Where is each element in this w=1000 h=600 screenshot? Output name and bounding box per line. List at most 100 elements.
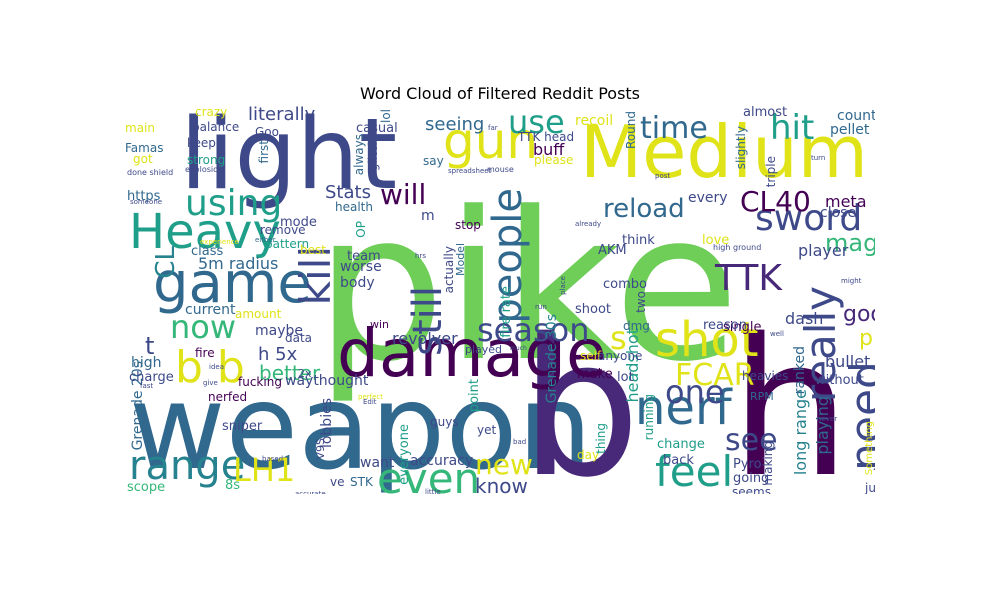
cloud-word: think bbox=[622, 233, 655, 248]
cloud-word: place bbox=[559, 276, 567, 295]
cloud-word: lol bbox=[379, 109, 393, 124]
cloud-word: mag bbox=[825, 229, 875, 257]
cloud-word: turn bbox=[811, 154, 826, 162]
cloud-word: meta bbox=[825, 192, 867, 211]
cloud-word: got bbox=[133, 152, 153, 166]
cloud-word: reload bbox=[603, 194, 685, 224]
cloud-word: combo bbox=[603, 277, 647, 292]
cloud-word: Famas bbox=[125, 141, 164, 155]
cloud-word: Stats bbox=[325, 182, 371, 203]
cloud-word: based bbox=[262, 455, 284, 463]
cloud-word: much bbox=[510, 345, 527, 352]
cloud-word: literally bbox=[248, 106, 316, 125]
cloud-word: FCAR bbox=[675, 358, 755, 393]
cloud-word: self bbox=[580, 349, 602, 363]
cloud-word: b b bbox=[175, 342, 245, 393]
cloud-word: play bbox=[859, 326, 875, 351]
cloud-word: crazy bbox=[195, 106, 228, 119]
cloud-word: TTK bbox=[715, 258, 782, 299]
cloud-word: sniper bbox=[222, 419, 263, 434]
cloud-word: someone bbox=[130, 198, 163, 206]
cloud-word: shot bbox=[655, 312, 759, 368]
cloud-word: casual bbox=[356, 121, 398, 136]
cloud-word: health bbox=[335, 200, 373, 214]
cloud-word: might bbox=[841, 277, 862, 285]
cloud-word: Goo bbox=[255, 125, 279, 139]
cloud-word: well bbox=[770, 330, 784, 338]
cloud-word: back bbox=[663, 453, 694, 468]
cloud-word: damage bbox=[337, 315, 607, 392]
cloud-word: CL40 bbox=[740, 185, 811, 218]
cloud-word: now bbox=[170, 308, 237, 346]
cloud-word: t bbox=[145, 332, 155, 360]
cloud-word: buff bbox=[533, 140, 565, 159]
cloud-word: even bbox=[377, 454, 481, 495]
cloud-word: accurate bbox=[295, 490, 326, 495]
cloud-word: Grenade 30s bbox=[544, 314, 560, 404]
cloud-word: h 5x bbox=[258, 344, 298, 365]
cloud-word: running bbox=[642, 394, 656, 441]
cloud-word: range bbox=[129, 443, 246, 489]
cloud-word: first bbox=[257, 140, 271, 164]
cloud-word: make bbox=[577, 367, 613, 382]
cloud-word: day bbox=[577, 448, 600, 462]
cloud-word: OP bbox=[354, 221, 368, 238]
cloud-word: going bbox=[733, 471, 770, 486]
cloud-word: player bbox=[798, 241, 849, 260]
cloud-word: RPM bbox=[750, 390, 774, 403]
cloud-word: fire bbox=[195, 346, 215, 360]
cloud-word: current bbox=[185, 302, 236, 318]
cloud-word: mode bbox=[280, 215, 317, 230]
cloud-word: heavies bbox=[742, 369, 789, 383]
cloud-word: worse bbox=[340, 259, 382, 275]
cloud-word: new bbox=[475, 448, 533, 481]
cloud-word: experience bbox=[200, 238, 239, 246]
cloud-word: sword bbox=[755, 198, 863, 239]
cloud-word: already bbox=[575, 220, 602, 228]
cloud-word: maybe bbox=[255, 323, 304, 339]
cloud-word: lot bbox=[617, 370, 634, 385]
cloud-word: hrs bbox=[415, 252, 426, 260]
cloud-word: 8s bbox=[225, 478, 241, 493]
cloud-word: want bbox=[360, 455, 395, 471]
cloud-word: hit bbox=[770, 108, 815, 148]
cloud-word: bullet bbox=[825, 352, 871, 371]
cloud-word: CL bbox=[151, 246, 181, 279]
cloud-word: balance bbox=[192, 120, 240, 134]
cloud-word: please bbox=[534, 153, 574, 167]
cloud-word: either bbox=[255, 236, 276, 244]
cloud-word: 2x bbox=[298, 367, 312, 380]
cloud-word: idea bbox=[209, 363, 224, 371]
cloud-word: Pyro bbox=[733, 457, 762, 472]
cloud-word: dash bbox=[785, 309, 824, 328]
cloud-word: Model bbox=[454, 243, 467, 277]
cloud-word: everyone bbox=[397, 424, 412, 485]
cloud-word: say bbox=[423, 154, 444, 168]
cloud-word: win bbox=[370, 318, 390, 331]
cloud-word: keep bbox=[187, 136, 216, 150]
cloud-word: mouse bbox=[487, 165, 514, 174]
cloud-word: long range bbox=[791, 389, 810, 476]
cloud-word: class bbox=[191, 244, 224, 259]
word-cloud: pike weapon b h light Medium damage game Heavy gu… bbox=[125, 106, 875, 494]
cloud-word: thing bbox=[594, 423, 608, 454]
cloud-word: Round bbox=[624, 111, 638, 149]
cloud-word: seems bbox=[732, 485, 771, 494]
cloud-word: AKM bbox=[598, 243, 627, 258]
cloud-word: body bbox=[340, 275, 375, 291]
cloud-word: run bbox=[535, 303, 547, 311]
cloud-word: strong bbox=[187, 153, 226, 167]
cloud-word: making bbox=[761, 441, 775, 486]
cloud-word: high ground bbox=[713, 243, 762, 252]
cloud-word: gun bbox=[443, 112, 539, 170]
cloud-word: Medium bbox=[580, 110, 868, 194]
cloud-word: weapon bbox=[129, 358, 593, 494]
cloud-word: anyone bbox=[598, 349, 643, 363]
cloud-word: fucking bbox=[238, 375, 282, 389]
cloud-word: give bbox=[203, 379, 218, 387]
cloud-word: using bbox=[185, 183, 283, 224]
cloud-word: ranked bbox=[792, 346, 808, 395]
cloud-word: 20s 5m bbox=[873, 464, 875, 472]
cloud-word: https bbox=[127, 189, 161, 204]
cloud-word: Edit bbox=[363, 398, 377, 406]
